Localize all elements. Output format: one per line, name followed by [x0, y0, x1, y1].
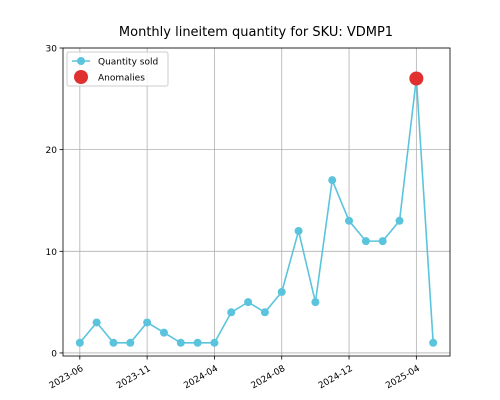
data-point	[92, 318, 101, 327]
data-point	[109, 338, 118, 347]
data-point	[294, 226, 303, 235]
data-point	[328, 176, 337, 185]
x-tick-label: 2025-04	[384, 364, 422, 392]
y-tick-label: 10	[46, 248, 58, 258]
legend-box	[66, 51, 169, 87]
y-tick-label: 20	[46, 146, 58, 156]
data-point	[361, 237, 370, 246]
legend-label: Anomalies	[98, 74, 145, 84]
data-point	[378, 237, 387, 246]
legend-marker	[77, 57, 85, 65]
legend-marker	[74, 70, 88, 84]
legend-label: Quantity sold	[98, 58, 158, 68]
plot-frame	[62, 47, 451, 357]
data-point	[176, 338, 185, 347]
data-point	[75, 338, 84, 347]
data-point	[143, 318, 152, 327]
x-tick-label: 2024-04	[182, 364, 220, 392]
data-point	[126, 338, 135, 347]
data-point	[277, 287, 286, 296]
x-tick-label: 2023-11	[115, 364, 153, 391]
anomaly-point	[409, 71, 424, 86]
y-tick-label: 0	[51, 349, 57, 359]
data-point	[311, 298, 320, 307]
x-tick-label: 2024-12	[317, 364, 355, 391]
data-point	[345, 216, 354, 225]
chart-title: Monthly lineitem quantity for SKU: VDMP1	[119, 25, 393, 40]
data-point	[227, 308, 236, 317]
data-point	[210, 338, 219, 347]
data-point	[429, 338, 438, 347]
data-point	[159, 328, 168, 337]
y-tick-label: 30	[46, 45, 58, 55]
data-point	[260, 308, 269, 317]
data-point	[193, 338, 202, 347]
data-point	[244, 298, 253, 307]
data-line	[79, 78, 434, 344]
data-point	[395, 216, 404, 225]
x-tick-label: 2024-08	[250, 364, 288, 392]
x-tick-label: 2023-06	[48, 364, 86, 392]
